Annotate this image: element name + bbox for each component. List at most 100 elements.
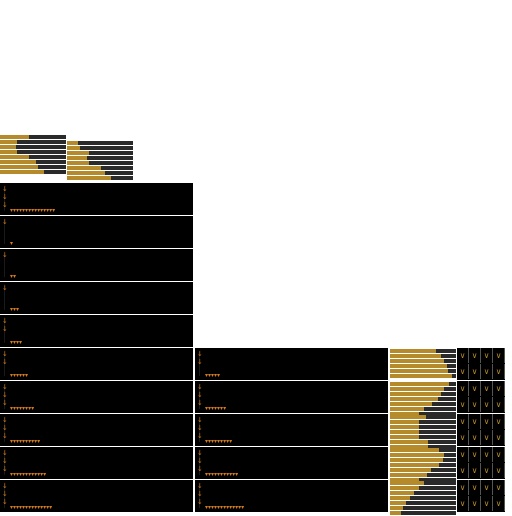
chevron-icon: ∨ bbox=[459, 450, 466, 459]
track-panel[interactable]: ↓ ↓ ↓ ▾▾▾▾▾▾▾▾▾▾ bbox=[0, 414, 193, 446]
track-rail bbox=[4, 352, 5, 376]
chevron-cell: ∨ bbox=[493, 414, 505, 429]
chevron-cell: ∨ bbox=[493, 480, 505, 495]
down-arrow-icon: ↓ bbox=[2, 490, 8, 498]
level-bar-fill bbox=[390, 478, 419, 482]
chevron-icon: ∨ bbox=[471, 466, 478, 475]
track-panel[interactable]: ↓ ↓ ↓ ▾▾▾▾▾▾▾▾▾ bbox=[195, 414, 388, 446]
track-panel[interactable]: ↓ ▾▾ bbox=[0, 249, 193, 281]
level-bar-fill bbox=[390, 392, 441, 396]
level-bar-fill bbox=[390, 448, 439, 452]
chevron-icon: ∨ bbox=[471, 483, 478, 492]
track-panel[interactable]: ↓ ↓ ↓ ▾▾▾▾▾▾▾▾ bbox=[0, 381, 193, 413]
level-bar bbox=[390, 374, 456, 378]
chevron-icon: ∨ bbox=[483, 499, 490, 508]
level-bar-fill bbox=[390, 506, 403, 510]
chevron-icon: ∨ bbox=[483, 417, 490, 426]
chevron-cell: ∨ bbox=[493, 381, 505, 396]
level-bar bbox=[67, 151, 133, 155]
track-panel[interactable]: ↓ ↓ ▾▾▾▾▾▾ bbox=[0, 348, 193, 380]
level-bar bbox=[390, 440, 456, 444]
level-bar-fill bbox=[67, 141, 78, 145]
chevron-icon: ∨ bbox=[483, 367, 490, 376]
level-bar-fill bbox=[390, 420, 419, 424]
level-bar bbox=[390, 382, 456, 386]
level-bar-fill bbox=[67, 166, 101, 170]
track-panel[interactable]: ↓ ↓ ▾▾▾▾▾ bbox=[195, 348, 388, 380]
chevron-cell: ∨ bbox=[457, 381, 469, 396]
chevron-icon: ∨ bbox=[495, 384, 502, 393]
track-panel[interactable]: ↓ ↓ ↓ ▾▾▾▾▾▾▾▾▾▾▾▾▾▾▾ bbox=[0, 183, 193, 215]
right-bar-widget-5 bbox=[390, 481, 456, 516]
track-panel[interactable]: ↓ ▾▾▾ bbox=[0, 282, 193, 314]
level-bar-fill bbox=[390, 445, 428, 449]
down-arrow-icon: ↓ bbox=[197, 482, 203, 490]
track-panel[interactable]: ↓ ▾ bbox=[0, 216, 193, 248]
level-bar bbox=[390, 463, 456, 467]
chevron-cell: ∨ bbox=[493, 364, 505, 379]
chevron-icon: ∨ bbox=[483, 351, 490, 360]
track-panel[interactable]: ↓ ↓ ↓ ▾▾▾▾▾▾▾▾▾▾▾ bbox=[195, 447, 388, 479]
chevron-cell: ∨ bbox=[469, 397, 481, 412]
chevron-icon: ∨ bbox=[483, 466, 490, 475]
track-panel[interactable]: ↓ ↓ ↓ ▾▾▾▾▾▾▾▾▾▾▾▾ bbox=[0, 447, 193, 479]
level-bar-fill bbox=[390, 468, 431, 472]
track-rail bbox=[199, 484, 200, 508]
chevron-cell: ∨ bbox=[481, 381, 493, 396]
chevron-icon: ∨ bbox=[483, 400, 490, 409]
chevron-cell: ∨ bbox=[481, 364, 493, 379]
down-arrow-icon: ↓ bbox=[2, 251, 8, 259]
chevron-grid: ∨ ∨ ∨ ∨ ∨ ∨ ∨ ∨ bbox=[457, 381, 505, 413]
level-bar bbox=[390, 491, 456, 495]
level-bar bbox=[390, 430, 456, 434]
triangle-icon-row: ▾▾▾▾▾▾▾▾▾▾▾ bbox=[205, 471, 239, 478]
level-bar bbox=[390, 354, 456, 358]
top-bar-widget-2 bbox=[67, 141, 133, 181]
level-bar bbox=[0, 165, 66, 169]
chevron-icon: ∨ bbox=[459, 367, 466, 376]
level-bar bbox=[390, 486, 456, 490]
track-panel[interactable]: ↓ ↓ ▾▾▾▾ bbox=[0, 315, 193, 347]
level-bar-fill bbox=[390, 359, 444, 363]
level-bar bbox=[67, 171, 133, 175]
chevron-icon: ∨ bbox=[495, 351, 502, 360]
level-bar-fill bbox=[390, 397, 438, 401]
level-bar-fill bbox=[390, 486, 419, 490]
level-bar-fill bbox=[390, 435, 419, 439]
down-arrow-icon: ↓ bbox=[197, 490, 203, 498]
level-bar-fill bbox=[0, 135, 29, 139]
level-bar-fill bbox=[390, 481, 424, 485]
track-rail bbox=[4, 187, 5, 211]
chevron-cell: ∨ bbox=[457, 480, 469, 495]
level-bar bbox=[390, 415, 456, 419]
down-arrow-icon: ↓ bbox=[2, 465, 8, 473]
chevron-cell: ∨ bbox=[457, 447, 469, 462]
level-bar-fill bbox=[390, 369, 448, 373]
chevron-cell: ∨ bbox=[457, 364, 469, 379]
level-bar-fill bbox=[67, 171, 105, 175]
track-panel[interactable]: ↓ ↓ ↓ ▾▾▾▾▾▾▾▾▾▾▾▾▾▾ bbox=[0, 480, 193, 512]
chevron-cell: ∨ bbox=[457, 463, 469, 478]
down-arrow-icon: ↓ bbox=[197, 424, 203, 432]
chevron-icon: ∨ bbox=[459, 417, 466, 426]
down-arrow-icon: ↓ bbox=[2, 399, 8, 407]
down-arrow-icon: ↓ bbox=[2, 218, 8, 226]
chevron-icon: ∨ bbox=[483, 384, 490, 393]
track-rail bbox=[4, 286, 5, 310]
level-bar-fill bbox=[67, 146, 80, 150]
level-bar-fill bbox=[390, 473, 427, 477]
track-panel[interactable]: ↓ ↓ ↓ ▾▾▾▾▾▾▾▾▾▾▾▾▾ bbox=[195, 480, 388, 512]
level-bar-fill bbox=[390, 407, 424, 411]
level-bar bbox=[390, 364, 456, 368]
down-arrow-icon: ↓ bbox=[2, 350, 8, 358]
level-bar-fill bbox=[390, 440, 428, 444]
level-bar bbox=[390, 496, 456, 500]
level-bar bbox=[390, 445, 456, 449]
chevron-icon: ∨ bbox=[495, 483, 502, 492]
chevron-cell: ∨ bbox=[457, 414, 469, 429]
level-bar-fill bbox=[0, 155, 29, 159]
triangle-icon-row: ▾▾▾▾▾▾▾▾ bbox=[10, 405, 35, 412]
chevron-cell: ∨ bbox=[493, 397, 505, 412]
down-arrow-icon: ↓ bbox=[2, 201, 8, 209]
track-panel[interactable]: ↓ ↓ ↓ ▾▾▾▾▾▾▾ bbox=[195, 381, 388, 413]
